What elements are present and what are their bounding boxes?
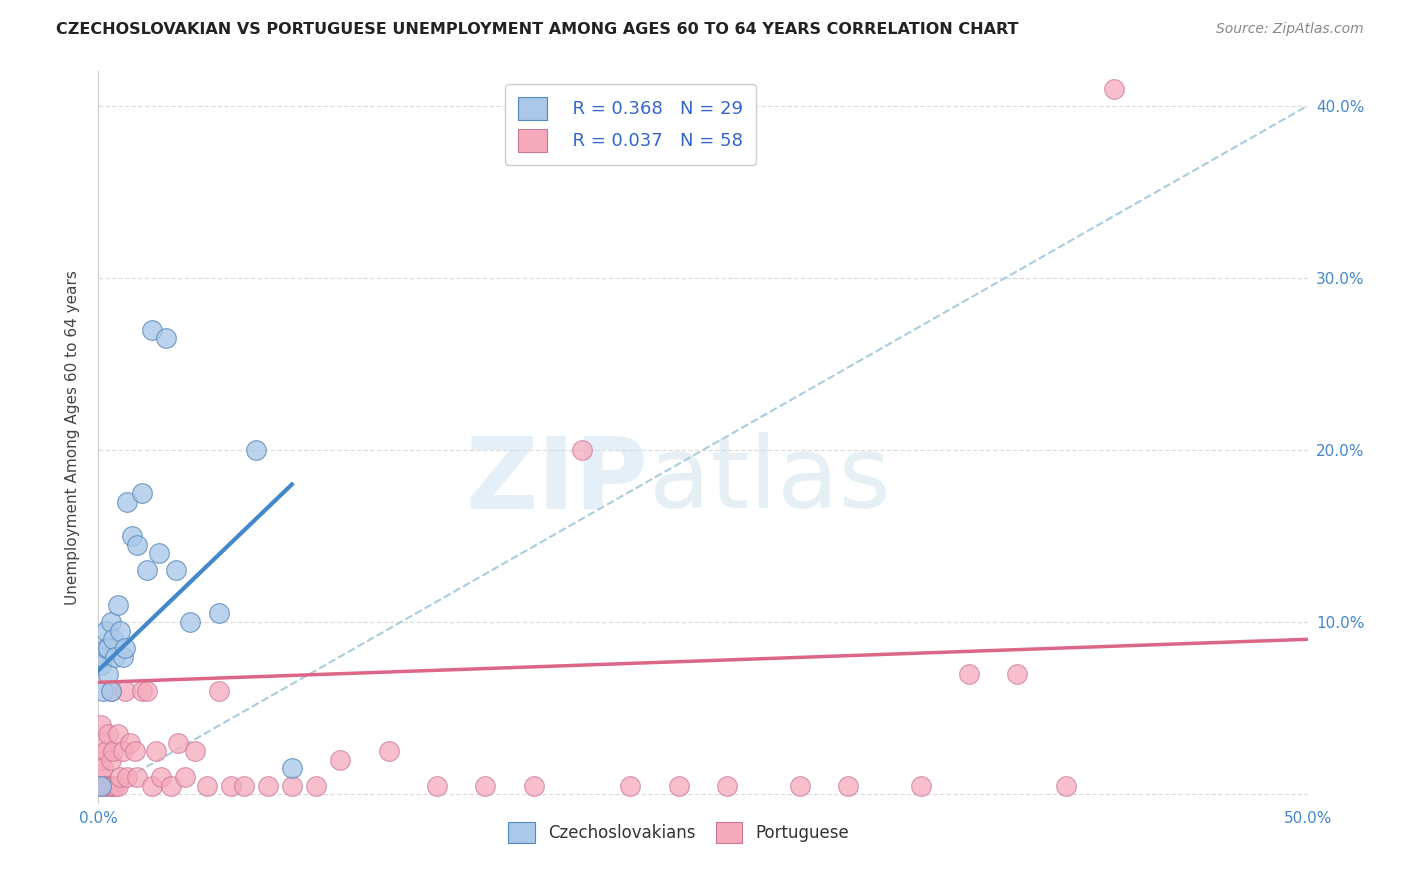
- Point: [91, 779, 114, 793]
- Point: [100, 684, 122, 698]
- Point: [104, 649, 127, 664]
- Point: [124, 744, 146, 758]
- Point: [716, 779, 738, 793]
- Point: [910, 779, 932, 793]
- Point: [837, 779, 859, 793]
- Point: [100, 684, 122, 698]
- Point: [97, 640, 120, 655]
- Point: [150, 770, 173, 784]
- Point: [957, 666, 980, 681]
- Point: [305, 779, 328, 793]
- Point: [94, 640, 117, 655]
- Point: [101, 779, 124, 793]
- Point: [474, 779, 496, 793]
- Point: [208, 684, 231, 698]
- Point: [91, 761, 114, 775]
- Point: [127, 770, 149, 784]
- Point: [118, 735, 141, 749]
- Point: [208, 607, 231, 621]
- Point: [165, 564, 187, 578]
- Point: [221, 779, 243, 793]
- Point: [94, 744, 117, 758]
- Point: [377, 744, 399, 758]
- Point: [111, 744, 134, 758]
- Point: [91, 684, 114, 698]
- Point: [114, 684, 136, 698]
- Point: [91, 735, 114, 749]
- Point: [90, 779, 112, 793]
- Point: [100, 615, 122, 629]
- Point: [145, 744, 167, 758]
- Point: [90, 658, 112, 673]
- Point: [789, 779, 811, 793]
- Point: [97, 779, 120, 793]
- Point: [135, 564, 157, 578]
- Point: [121, 529, 143, 543]
- Text: CZECHOSLOVAKIAN VS PORTUGUESE UNEMPLOYMENT AMONG AGES 60 TO 64 YEARS CORRELATION: CZECHOSLOVAKIAN VS PORTUGUESE UNEMPLOYME…: [56, 22, 1019, 37]
- Point: [90, 779, 112, 793]
- Point: [111, 649, 134, 664]
- Point: [131, 486, 153, 500]
- Point: [245, 442, 267, 457]
- Text: atlas: atlas: [648, 433, 890, 530]
- Legend: Czechoslovakians, Portuguese: Czechoslovakians, Portuguese: [498, 812, 859, 853]
- Point: [619, 779, 641, 793]
- Point: [160, 779, 183, 793]
- Point: [97, 727, 120, 741]
- Point: [117, 770, 139, 784]
- Point: [179, 615, 201, 629]
- Point: [174, 770, 197, 784]
- Point: [97, 666, 120, 681]
- Point: [94, 779, 117, 793]
- Text: ZIP: ZIP: [465, 433, 648, 530]
- Point: [107, 727, 129, 741]
- Y-axis label: Unemployment Among Ages 60 to 64 years: Unemployment Among Ages 60 to 64 years: [65, 269, 80, 605]
- Point: [148, 546, 170, 560]
- Point: [94, 624, 117, 638]
- Point: [1054, 779, 1077, 793]
- Point: [1007, 666, 1029, 681]
- Point: [668, 779, 690, 793]
- Point: [101, 632, 124, 647]
- Point: [100, 779, 122, 793]
- Point: [426, 779, 449, 793]
- Point: [184, 744, 207, 758]
- Point: [195, 779, 218, 793]
- Point: [90, 718, 112, 732]
- Point: [114, 640, 136, 655]
- Point: [108, 770, 131, 784]
- Point: [141, 322, 163, 336]
- Point: [232, 779, 254, 793]
- Point: [101, 744, 124, 758]
- Point: [135, 684, 157, 698]
- Point: [256, 779, 278, 793]
- Point: [571, 442, 593, 457]
- Text: Source: ZipAtlas.com: Source: ZipAtlas.com: [1216, 22, 1364, 37]
- Point: [104, 779, 127, 793]
- Point: [131, 684, 153, 698]
- Point: [141, 779, 163, 793]
- Point: [281, 779, 304, 793]
- Point: [107, 779, 129, 793]
- Point: [108, 624, 131, 638]
- Point: [107, 598, 129, 612]
- Point: [1102, 81, 1125, 95]
- Point: [90, 770, 112, 784]
- Point: [523, 779, 546, 793]
- Point: [155, 331, 177, 345]
- Point: [281, 761, 304, 775]
- Point: [90, 753, 112, 767]
- Point: [329, 753, 352, 767]
- Point: [91, 649, 114, 664]
- Point: [167, 735, 190, 749]
- Point: [100, 753, 122, 767]
- Point: [117, 494, 139, 508]
- Point: [127, 538, 149, 552]
